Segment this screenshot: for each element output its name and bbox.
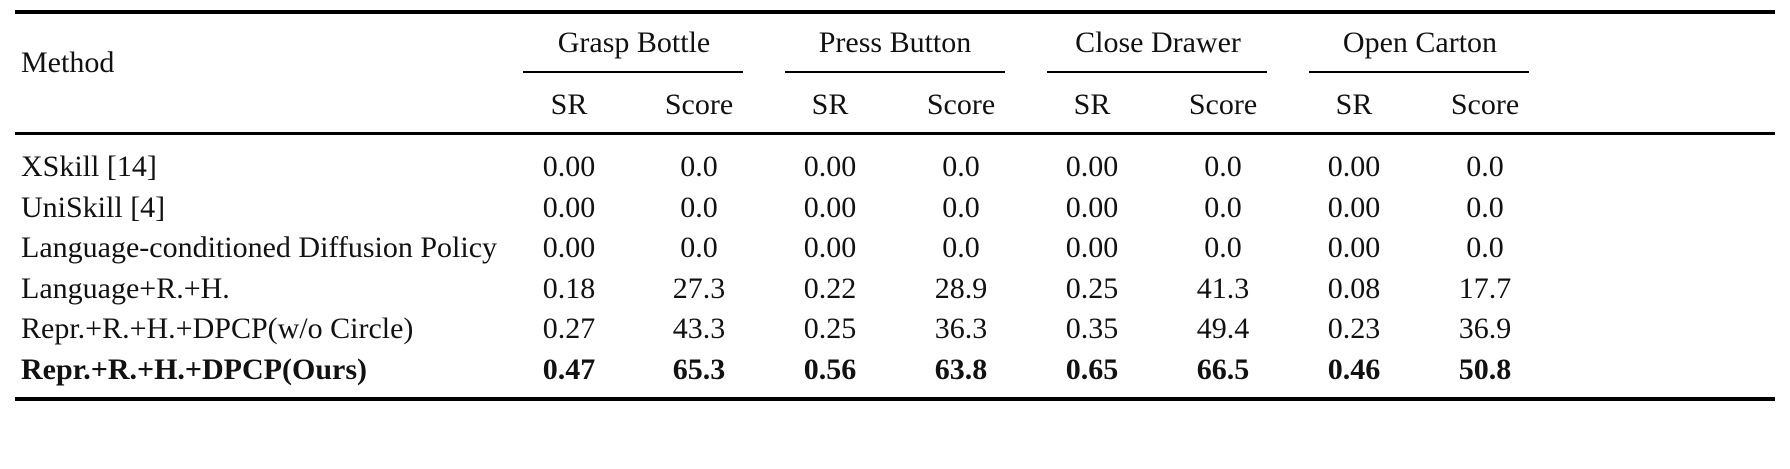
subheader-score: Score [1188,88,1258,121]
row-value: 0.25 [1065,272,1119,305]
row-value: 0.0 [1466,191,1504,224]
group-underline-press-button [785,71,1005,73]
bottom-rule [15,397,1775,401]
row-value: 66.5 [1196,353,1250,386]
row-value: 49.4 [1196,312,1250,345]
row-method: UniSkill [4] [21,191,166,224]
row-method: Language+R.+H. [21,272,230,305]
row-value: 0.0 [680,231,718,264]
top-rule [15,10,1775,14]
group-underline-close-drawer [1047,71,1267,73]
row-value: 0.0 [1204,231,1242,264]
row-value: 28.9 [934,272,988,305]
row-method: Repr.+R.+H.+DPCP(w/o Circle) [21,312,414,345]
row-value: 0.00 [803,191,857,224]
row-value: 43.3 [672,312,726,345]
group-underline-open-carton [1309,71,1529,73]
method-header: Method [21,46,115,79]
row-value: 0.00 [1327,150,1381,183]
row-value: 63.8 [934,353,988,386]
row-value: 0.56 [803,353,857,386]
group-header-press-button: Press Button [818,26,972,59]
row-value: 0.27 [542,312,596,345]
subheader-sr: SR [1335,88,1373,121]
row-value: 0.08 [1327,272,1381,305]
group-header-open-carton: Open Carton [1342,26,1498,59]
row-value: 0.65 [1065,353,1119,386]
row-method: Language-conditioned Diffusion Policy [21,231,498,264]
row-value: 0.00 [803,150,857,183]
subheader-score: Score [1450,88,1520,121]
row-value: 0.0 [680,191,718,224]
row-value: 0.00 [542,150,596,183]
row-method: XSkill [14] [21,150,157,183]
row-value: 0.00 [1327,231,1381,264]
row-value: 36.9 [1458,312,1512,345]
row-value: 0.00 [803,231,857,264]
row-value: 65.3 [672,353,726,386]
subheader-sr: SR [1073,88,1111,121]
row-value: 17.7 [1458,272,1512,305]
header-rule [15,132,1775,135]
row-value: 0.0 [1466,150,1504,183]
group-header-close-drawer: Close Drawer [1075,26,1241,59]
row-value: 36.3 [934,312,988,345]
row-value: 0.23 [1327,312,1381,345]
row-value: 0.0 [942,150,980,183]
subheader-score: Score [926,88,996,121]
row-value: 0.0 [1204,191,1242,224]
row-value: 50.8 [1458,353,1512,386]
row-value: 0.0 [942,231,980,264]
subheader-score: Score [664,88,734,121]
subheader-sr: SR [550,88,588,121]
row-value: 0.00 [1065,231,1119,264]
group-underline-grasp-bottle [523,71,743,73]
row-value: 0.00 [542,231,596,264]
row-value: 0.18 [542,272,596,305]
row-method: Repr.+R.+H.+DPCP(Ours) [21,353,367,386]
row-value: 0.00 [1065,150,1119,183]
group-header-grasp-bottle: Grasp Bottle [557,26,711,59]
row-value: 0.00 [1327,191,1381,224]
row-value: 0.00 [1065,191,1119,224]
row-value: 0.0 [1204,150,1242,183]
row-value: 0.22 [803,272,857,305]
row-value: 0.35 [1065,312,1119,345]
row-value: 27.3 [672,272,726,305]
row-value: 41.3 [1196,272,1250,305]
subheader-sr: SR [811,88,849,121]
row-value: 0.0 [942,191,980,224]
row-value: 0.0 [680,150,718,183]
row-value: 0.00 [542,191,596,224]
row-value: 0.47 [542,353,596,386]
row-value: 0.25 [803,312,857,345]
row-value: 0.46 [1327,353,1381,386]
row-value: 0.0 [1466,231,1504,264]
